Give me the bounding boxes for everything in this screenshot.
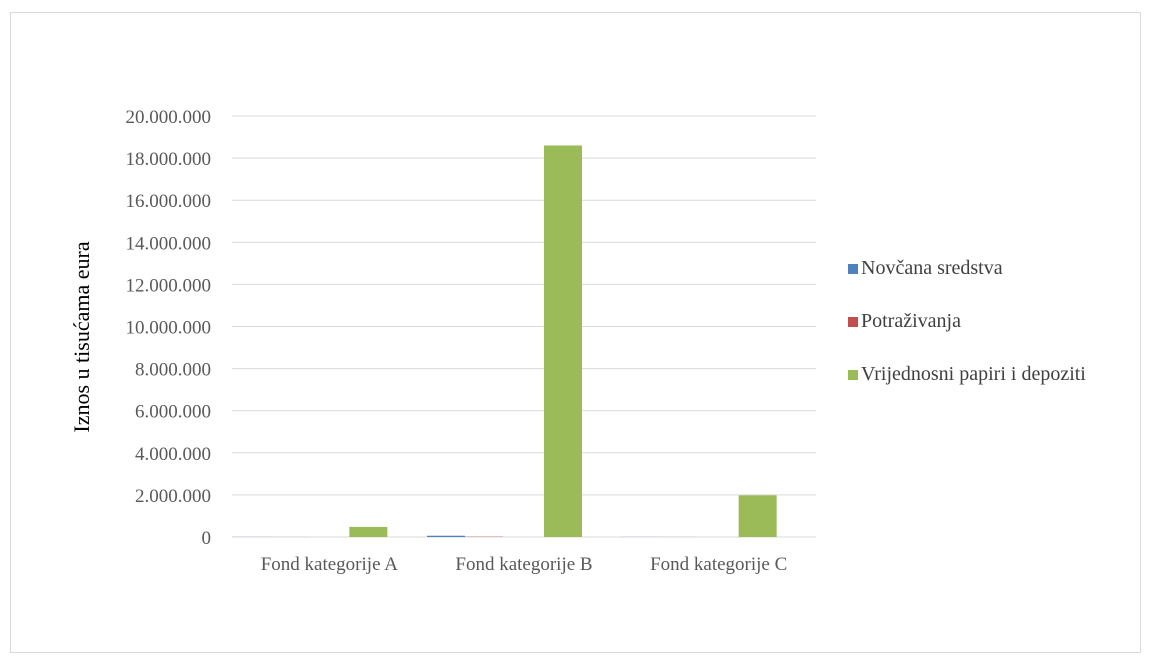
y-tick-label: 14.000.000 [126, 233, 212, 254]
legend-label: Vrijednosni papiri i depoziti [861, 363, 1086, 385]
legend-label: Novčana sredstva [861, 257, 1003, 279]
y-tick-label: 4.000.000 [135, 444, 211, 465]
y-tick-labels: 0 2.000.000 4.000.000 6.000.000 8.000.000 10.… [126, 107, 212, 549]
y-tick-label: 6.000.000 [135, 402, 211, 423]
x-tick-label: Fond kategorije B [455, 554, 592, 575]
legend-item: Potraživanja [848, 307, 1086, 336]
x-tick-labels: Fond kategorije A Fond kategorije B Fond k… [261, 554, 788, 575]
legend-swatch [848, 316, 858, 327]
y-tick-label: 20.000.000 [126, 107, 212, 128]
bar-novcana-sredstva-2 [427, 535, 465, 537]
legend-item: Novčana sredstva [848, 254, 1086, 283]
bar-vrijednosni-papiri-2 [544, 145, 582, 537]
y-tick-label: 2.000.000 [135, 486, 211, 507]
y-tick-label: 8.000.000 [135, 360, 211, 381]
legend-item: Vrijednosni papiri i depoziti [848, 360, 1086, 389]
y-tick-label: 12.000.000 [126, 275, 212, 296]
gridlines [232, 115, 816, 538]
x-tick-label: Fond kategorije C [650, 554, 787, 575]
bar-vrijednosni-papiri-1 [349, 526, 388, 537]
y-tick-label: 10.000.000 [126, 318, 212, 339]
bars [232, 145, 777, 537]
legend-swatch [848, 263, 858, 274]
bar-vrijednosni-papiri-3 [738, 495, 777, 537]
y-tick-label: 0 [202, 528, 212, 549]
x-tick-label: Fond kategorije A [261, 554, 398, 575]
y-axis-title: Iznos u tisućama eura [69, 241, 94, 432]
legend-swatch [848, 369, 858, 380]
legend-label: Potraživanja [861, 310, 961, 332]
legend: Novčana sredstva Potraživanja Vrijednosni … [848, 254, 1086, 413]
y-tick-label: 18.000.000 [126, 149, 212, 170]
y-tick-label: 16.000.000 [126, 191, 212, 212]
